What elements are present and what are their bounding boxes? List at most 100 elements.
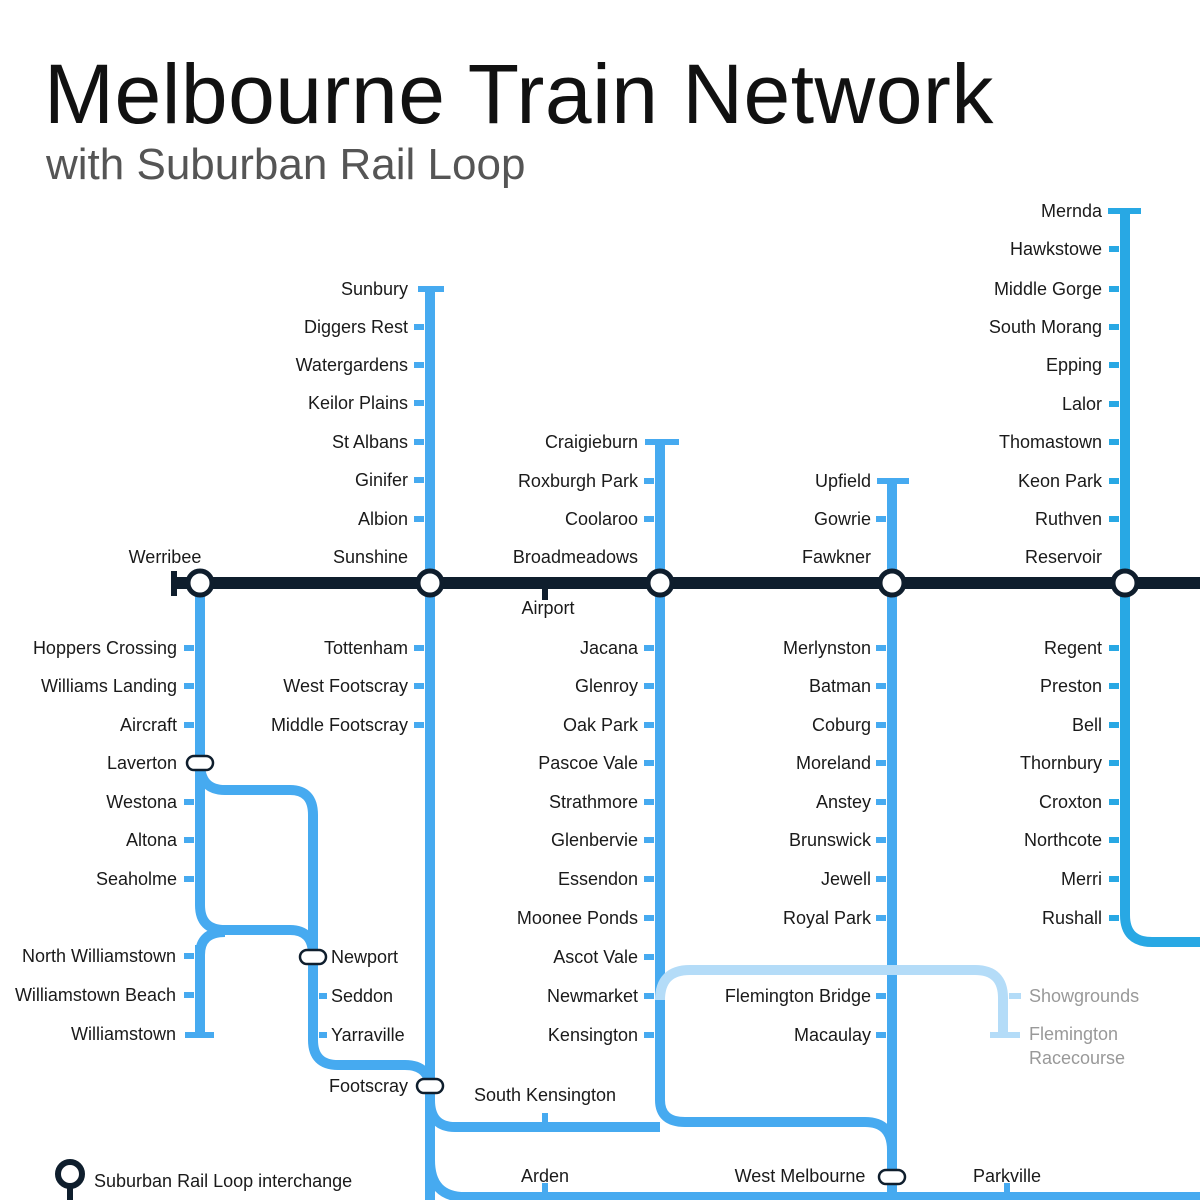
station-label-west-footscray: West Footscray [283,676,408,696]
station-label-laverton: Laverton [107,753,177,773]
station-label-gowrie: Gowrie [814,509,871,529]
map-title: Melbourne Train Network [44,47,994,141]
station-label-brunswick: Brunswick [789,830,872,850]
station-label-footscray: Footscray [329,1076,408,1096]
station-label-ascot-vale: Ascot Vale [553,947,638,967]
station-label-craigieburn: Craigieburn [545,432,638,452]
station-label-seddon: Seddon [331,986,393,1006]
station-label-flemington-racecourse: Flemington Racecourse [1029,1024,1125,1068]
station-label-keon-park: Keon Park [1018,471,1103,491]
station-label-essendon: Essendon [558,869,638,889]
station-label-coolaroo: Coolaroo [565,509,638,529]
station-label-croxton: Croxton [1039,792,1102,812]
station-label-st-albans: St Albans [332,432,408,452]
station-label-coburg: Coburg [812,715,871,735]
station-label-lalor: Lalor [1062,394,1102,414]
station-label-west-melbourne: West Melbourne [735,1166,866,1186]
route-showgrounds [655,965,1008,1034]
station-label-watergardens: Watergardens [296,355,408,375]
station-label-north-williamstown: North Williamstown [22,946,176,966]
legend: Suburban Rail Loop interchange [55,1159,352,1200]
interchange-marker-sunshine [415,568,445,598]
station-label-newport: Newport [331,947,398,967]
station-label-oak-park: Oak Park [563,715,639,735]
route-mernda [1120,211,1200,947]
station-label-mernda: Mernda [1041,201,1103,221]
station-label-regent: Regent [1044,638,1102,658]
station-label-altona: Altona [126,830,178,850]
interchange-marker-reservoir [1110,568,1140,598]
station-label-werribee: Werribee [129,547,202,567]
station-label-flemington-bridge: Flemington Bridge [725,986,871,1006]
interchange-pill-laverton [185,754,215,772]
station-label-moonee-ponds: Moonee Ponds [517,908,638,928]
station-label-royal-park: Royal Park [783,908,872,928]
interchange-markers [185,568,1140,1186]
map-subtitle: with Suburban Rail Loop [46,140,526,189]
station-label-roxburgh-park: Roxburgh Park [518,471,639,491]
station-label-kensington: Kensington [548,1025,638,1045]
station-label-upfield: Upfield [815,471,871,491]
station-label-williams-landing: Williams Landing [41,676,177,696]
route-city-loop [425,1159,1200,1200]
station-label-glenroy: Glenroy [575,676,638,696]
interchange-marker-fawkner [877,568,907,598]
station-label-fawkner: Fawkner [802,547,871,567]
station-label-tottenham: Tottenham [324,638,408,658]
station-label-airport: Airport [521,598,574,618]
station-label-sunshine: Sunshine [333,547,408,567]
station-label-strathmore: Strathmore [549,792,638,812]
station-label-middle-footscray: Middle Footscray [271,715,408,735]
station-label-aircraft: Aircraft [120,715,177,735]
station-label-northcote: Northcote [1024,830,1102,850]
station-label-parkville: Parkville [973,1166,1041,1186]
station-label-jewell: Jewell [821,869,871,889]
interchange-marker-icon [55,1159,85,1189]
station-label-newmarket: Newmarket [547,986,638,1006]
station-label-pascoe-vale: Pascoe Vale [538,753,638,773]
station-label-sunbury: Sunbury [341,279,408,299]
station-label-jacana: Jacana [580,638,639,658]
station-label-merlynston: Merlynston [783,638,871,658]
station-label-seaholme: Seaholme [96,869,177,889]
interchange-marker-werribee [185,568,215,598]
station-label-hawkstowe: Hawkstowe [1010,239,1102,259]
legend-label: Suburban Rail Loop interchange [94,1171,352,1191]
station-label-batman: Batman [809,676,871,696]
station-label-thomastown: Thomastown [999,432,1102,452]
interchange-pill-west-melbourne [877,1168,907,1186]
station-label-albion: Albion [358,509,408,529]
station-label-anstey: Anstey [816,792,871,812]
station-label-thornbury: Thornbury [1020,753,1102,773]
station-ticks [184,246,1119,1193]
station-label-glenbervie: Glenbervie [551,830,638,850]
station-label-keilor-plains: Keilor Plains [308,393,408,413]
station-label-rushall: Rushall [1042,908,1102,928]
station-label-ruthven: Ruthven [1035,509,1102,529]
route-footscray-city [425,1099,660,1132]
station-label-williamstown: Williamstown [71,1024,176,1044]
station-label-williamstown-beach: Williamstown Beach [15,985,176,1005]
station-label-middle-gorge: Middle Gorge [994,279,1102,299]
station-label-arden: Arden [521,1166,569,1186]
station-label-bell: Bell [1072,715,1102,735]
station-label-macaulay: Macaulay [794,1025,871,1045]
station-label-merri: Merri [1061,869,1102,889]
route-laverton-altona [195,762,435,1091]
station-label-hoppers-crossing: Hoppers Crossing [33,638,177,658]
station-label-south-morang: South Morang [989,317,1102,337]
station-label-epping: Epping [1046,355,1102,375]
station-label-yarraville: Yarraville [331,1025,405,1045]
route-lines [171,208,1200,1200]
station-label-showgrounds: Showgrounds [1029,986,1139,1006]
station-label-preston: Preston [1040,676,1102,696]
station-label-westona: Westona [106,792,178,812]
station-label-ginifer: Ginifer [355,470,408,490]
station-label-broadmeadows: Broadmeadows [513,547,638,567]
interchange-marker-broadmeadows [645,568,675,598]
interchange-pill-newport [298,948,328,966]
interchange-pill-footscray [415,1077,445,1095]
station-label-reservoir: Reservoir [1025,547,1102,567]
station-labels: Sunbury Diggers Rest Watergardens Keilor Pl… [15,201,1139,1186]
